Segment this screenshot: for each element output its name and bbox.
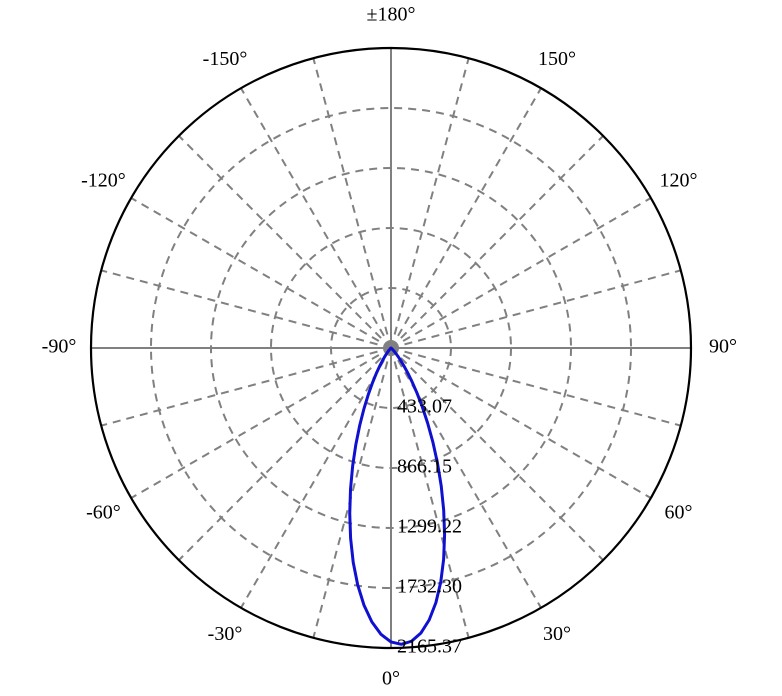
angle-label: -90°	[42, 336, 77, 358]
grid-spoke	[391, 88, 541, 348]
series	[350, 348, 445, 644]
grid-spoke	[101, 348, 391, 426]
grid-spoke	[391, 136, 603, 348]
radial-label: 2165.37	[397, 636, 462, 658]
grid-spoke	[131, 198, 391, 348]
radial-label: 1732.30	[397, 576, 462, 598]
polar-chart: 433.07 866.15 1299.22 1732.30 2165.37 ±180° -1…	[0, 0, 782, 696]
grid-spoke	[391, 198, 651, 348]
grid-spoke	[241, 348, 391, 608]
radial-label: 433.07	[397, 396, 452, 418]
grid-spoke	[391, 270, 681, 348]
angle-label: 0°	[382, 668, 400, 690]
angle-label: 150°	[538, 48, 576, 70]
angle-label: -60°	[86, 502, 121, 524]
angle-label: -120°	[81, 170, 126, 192]
angle-label: -150°	[203, 48, 248, 70]
grid-spoke	[101, 270, 391, 348]
grid-spoke	[391, 58, 469, 348]
angle-label: ±180°	[367, 4, 416, 26]
angle-label: 90°	[709, 336, 737, 358]
radial-label: 1299.22	[397, 516, 462, 538]
series-path	[350, 348, 445, 644]
angle-label: -30°	[208, 623, 243, 645]
angle-label: 120°	[660, 170, 698, 192]
angle-label: 60°	[665, 502, 693, 524]
grid-spoke	[179, 136, 391, 348]
grid-spoke	[179, 348, 391, 560]
angle-label: 30°	[543, 623, 571, 645]
grid-spoke	[313, 348, 391, 638]
grid-spoke	[241, 88, 391, 348]
grid-spoke	[313, 58, 391, 348]
radial-label: 866.15	[397, 456, 452, 478]
